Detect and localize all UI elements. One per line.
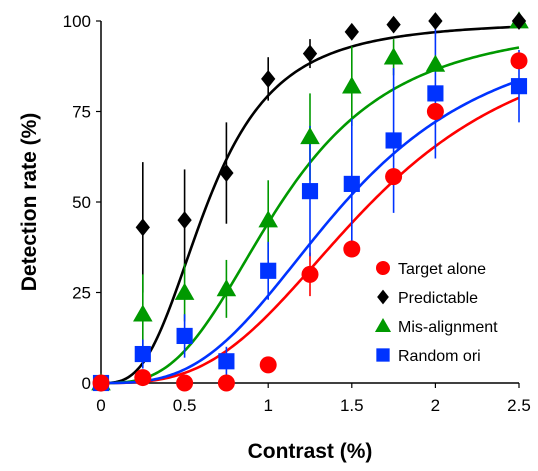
data-point [385,168,403,186]
legend-marker [374,317,392,333]
x-tick-label: 2 [431,396,440,415]
data-point [219,164,234,182]
legend-marker [377,289,389,305]
data-point [177,211,192,230]
x-tick-label: 0 [96,396,105,415]
x-tick-label: 0.5 [173,396,197,415]
data-point [385,132,402,149]
data-point [176,374,194,392]
data-point [260,262,277,279]
data-point [216,279,237,297]
data-point [258,210,278,228]
data-point [383,47,404,65]
y-tick-label: 0 [82,374,91,393]
data-point [342,76,362,94]
y-tick-label: 75 [72,103,91,122]
data-point [300,127,320,145]
data-point [133,304,153,322]
data-point [135,218,150,237]
data-point [343,175,360,192]
y-tick-label: 25 [72,284,91,303]
x-tick-label: 1.5 [340,396,364,415]
data-point [302,44,318,63]
data-point [174,282,195,300]
data-point [425,54,446,72]
y-tick-label: 50 [72,193,91,212]
legend-label: Random ori [398,348,481,365]
legend-label: Mis-alignment [398,319,498,336]
data-point [510,52,528,70]
legend: Target alone Predictable Mis-alignment Rand… [374,261,498,365]
legend-label: Target alone [398,261,486,278]
data-point [176,327,193,345]
axes: 0 25 50 75 100 0 0.5 1 1.5 2 2.5 [63,12,531,415]
data-points [91,11,529,392]
data-point [343,240,361,258]
data-point [134,345,151,363]
x-axis-label: Contrast (%) [248,440,373,463]
x-tick-label: 1 [263,396,272,415]
data-point [218,353,235,370]
data-point [301,183,319,200]
data-point [511,12,527,30]
data-point [386,15,401,34]
y-tick-label: 100 [63,12,91,31]
data-point [261,69,276,88]
data-point [134,369,152,387]
legend-label: Predictable [398,290,478,307]
data-point [217,374,235,392]
x-tick-label: 2.5 [507,396,531,415]
data-point [259,356,277,374]
data-point [428,12,443,30]
legend-marker [376,348,390,362]
data-point [427,85,444,102]
data-point [92,374,110,392]
data-point [426,103,444,120]
y-axis-label: Detection rate (%) [18,113,41,292]
data-point [510,78,528,95]
data-point [301,265,319,283]
data-point [344,22,359,41]
legend-marker [376,261,390,275]
